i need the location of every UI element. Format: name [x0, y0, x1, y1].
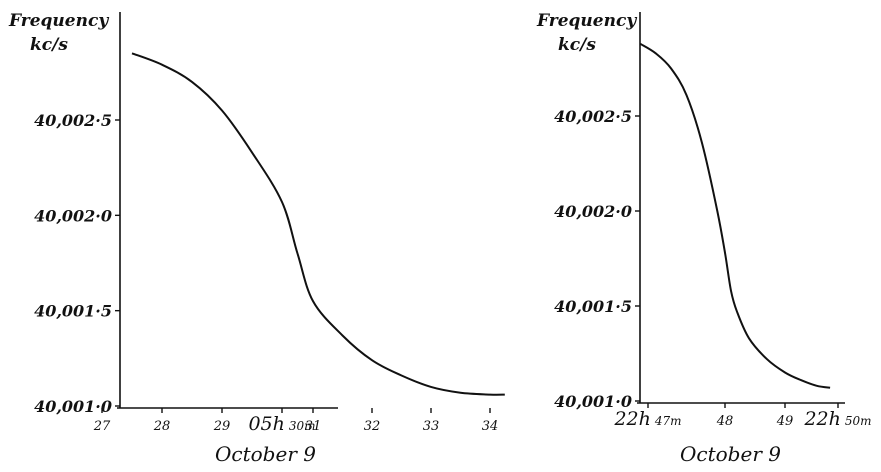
y-axis-unit: kc/s: [30, 35, 68, 55]
x-tick-label: 49: [776, 414, 794, 429]
y-axis-label: Frequency: [8, 11, 109, 31]
y-tick-label: 40,002·5: [554, 107, 632, 126]
y-tick-label: 40,002·5: [34, 111, 112, 130]
y-tick-label: 40,001·5: [554, 297, 632, 316]
x-tick-label: 27: [93, 419, 111, 434]
y-tick-label: 40,001·5: [34, 302, 112, 321]
x-tick-label: 28: [153, 419, 171, 434]
y-tick-label: 40,001·0: [554, 392, 632, 411]
x-tick-label: 32: [364, 419, 381, 434]
y-tick-label: 40,001·0: [34, 397, 112, 416]
x-tick-label: 31: [305, 419, 322, 434]
y-tick-label: 40,002·0: [554, 202, 632, 221]
x-tick-label: 22h 50m: [803, 408, 871, 430]
frequency-curve: [131, 52, 505, 396]
x-tick-label: 34: [482, 419, 499, 434]
x-tick-label: 48: [716, 414, 734, 429]
y-tick-label: 40,002·0: [34, 206, 112, 225]
y-axis-label: Frequency: [536, 11, 637, 31]
x-axis-label: October 9: [680, 442, 781, 466]
frequency-curve: [639, 42, 831, 389]
x-tick-label: 22h 47m: [613, 408, 681, 430]
x-tick-label: 05h 30m: [248, 413, 315, 435]
x-tick-label: 29: [213, 419, 231, 434]
x-axis-label: October 9: [215, 442, 316, 466]
chart-panel-left: Frequency kc/s 40,001·0 40,001·5 40,002·0 40,…: [8, 11, 505, 466]
chart-panel-right: Frequency kc/s 40,001·0 40,001·5 40,002·0 40,…: [536, 11, 872, 466]
y-axis-unit: kc/s: [558, 35, 596, 55]
x-tick-label: 33: [423, 419, 440, 434]
